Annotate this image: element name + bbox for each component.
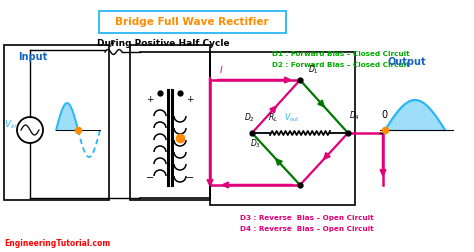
Text: $R_L$: $R_L$ [268, 112, 278, 124]
Text: EngineeringTutorial.com: EngineeringTutorial.com [4, 238, 110, 247]
Text: −: − [146, 173, 154, 183]
Text: $D_4$: $D_4$ [349, 109, 360, 121]
Text: D1 : Forward Bias – Closed Circuit: D1 : Forward Bias – Closed Circuit [272, 51, 410, 57]
Text: F: F [109, 40, 114, 49]
Text: Input: Input [18, 52, 47, 62]
Text: $V_{in}$: $V_{in}$ [4, 119, 18, 131]
Text: 0: 0 [381, 110, 387, 120]
Text: During Positive Half Cycle: During Positive Half Cycle [97, 40, 229, 48]
Text: $D_2$: $D_2$ [244, 112, 255, 124]
Text: $V_{out}$: $V_{out}$ [284, 111, 300, 123]
Text: I: I [220, 66, 223, 75]
Text: $D_1$: $D_1$ [308, 63, 319, 76]
Text: −: − [186, 173, 194, 183]
Text: +: + [186, 96, 194, 105]
Text: D3 : Reverse  Bias – Open Circuit: D3 : Reverse Bias – Open Circuit [240, 215, 374, 221]
Text: Output: Output [388, 57, 427, 67]
Bar [130, 45, 210, 200]
Text: +: + [146, 96, 154, 105]
FancyBboxPatch shape [99, 11, 286, 33]
Text: D2 : Forward Bias – Closed Circuit: D2 : Forward Bias – Closed Circuit [272, 62, 410, 68]
Bar [210, 52, 355, 205]
Text: Bridge Full Wave Rectifier: Bridge Full Wave Rectifier [115, 17, 269, 27]
Text: $D_3$: $D_3$ [250, 138, 261, 150]
Text: D4 : Reverse  Bias – Open Circuit: D4 : Reverse Bias – Open Circuit [240, 226, 374, 232]
Bar [4, 45, 109, 200]
